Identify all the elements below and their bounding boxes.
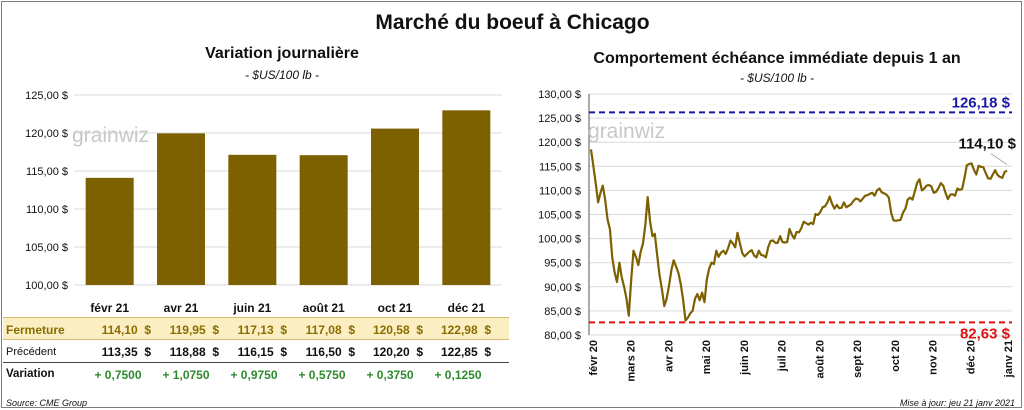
x-tick-label: mai 20 bbox=[701, 340, 713, 374]
x-tick-label: août 20 bbox=[814, 340, 826, 379]
daily-variation-title: Variation journalière bbox=[205, 45, 359, 62]
daily-variation-subtitle: - $US/100 lb - bbox=[244, 68, 320, 82]
x-tick-label: oct 20 bbox=[890, 340, 902, 372]
y-tick-label: 110,00 $ bbox=[26, 204, 68, 216]
y-tick-label: 100,00 $ bbox=[25, 280, 68, 292]
table-cell: + 0,1250 bbox=[434, 368, 482, 382]
table-cell: + 1,0750 bbox=[162, 368, 210, 382]
x-tick-label: sept 20 bbox=[852, 340, 864, 378]
x-tick-label: août 21 bbox=[303, 301, 345, 315]
line-chart: 80,00 $ 85,00 $ 90,00 $ 95,00 $ 100,00 $ 105,… bbox=[538, 89, 1016, 382]
bar bbox=[85, 177, 134, 285]
front-month-subtitle: - $US/100 lb - bbox=[739, 71, 815, 85]
table-cell: 122,85 $ bbox=[440, 345, 491, 359]
page-title: Marché du boeuf à Chicago bbox=[375, 11, 650, 34]
x-tick-label: juin 21 bbox=[232, 301, 271, 315]
table-row-variation: Variation + 0,7500 + 1,0750 + 0,9750 + 0,575… bbox=[3, 363, 509, 386]
watermark-text: grainwiz bbox=[72, 124, 149, 147]
grainwiz-watermark: grainwiz bbox=[72, 124, 149, 147]
table-cell: 118,88 $ bbox=[169, 345, 219, 359]
front-month-title: Comportement échéance immédiate depuis 1… bbox=[593, 50, 961, 67]
last-price-label: 114,10 $ bbox=[958, 136, 1016, 153]
table-cell: 114,10 $ bbox=[101, 323, 151, 337]
x-tick-label: nov 20 bbox=[928, 340, 940, 375]
bar bbox=[442, 110, 491, 286]
table-cell: + 0,5750 bbox=[298, 368, 346, 382]
y-tick-label: 120,00 $ bbox=[538, 137, 581, 149]
y-tick-label: 125,00 $ bbox=[538, 113, 581, 125]
x-tick-label: oct 21 bbox=[378, 301, 413, 315]
table-cell: 117,08 $ bbox=[305, 323, 355, 337]
table-cell: + 0,7500 bbox=[94, 368, 142, 382]
row-label: Fermeture bbox=[6, 323, 65, 337]
x-tick-label: janv 21 bbox=[1003, 340, 1015, 378]
bar bbox=[371, 128, 419, 285]
x-tick-label: déc 21 bbox=[448, 301, 486, 315]
bar bbox=[228, 154, 277, 285]
price-table: Fermeture 114,10 $ 119,95 $ 117,13 $ 117,08 … bbox=[3, 317, 509, 386]
y-tick-label: 105,00 $ bbox=[538, 210, 581, 222]
y-tick-label: 110,00 $ bbox=[539, 185, 581, 197]
last-price-leader bbox=[990, 153, 1008, 166]
low-label: 82,63 $ bbox=[960, 325, 1011, 342]
x-tick-label: déc 20 bbox=[965, 340, 977, 374]
x-tick-label: juin 20 bbox=[739, 340, 751, 376]
table-cell: 116,15 $ bbox=[237, 345, 287, 359]
table-row-fermeture: Fermeture 114,10 $ 119,95 $ 117,13 $ 117,08 … bbox=[3, 317, 509, 340]
y-tick-label: 125,00 $ bbox=[25, 90, 68, 102]
table-cell: + 0,9750 bbox=[230, 368, 278, 382]
high-label: 126,18 $ bbox=[952, 94, 1011, 111]
bar bbox=[299, 155, 348, 285]
table-cell: 119,95 $ bbox=[169, 323, 219, 337]
y-tick-label: 85,00 $ bbox=[544, 306, 581, 318]
row-label: Variation bbox=[6, 368, 55, 380]
y-tick-label: 130,00 $ bbox=[538, 89, 581, 101]
y-tick-label: 95,00 $ bbox=[544, 258, 581, 270]
x-tick-label: avr 21 bbox=[164, 301, 199, 315]
bar-chart: 100,00 $ 105,00 $ 110,00 $ 115,00 $ 120,00 $… bbox=[25, 90, 502, 315]
source-note: Source: CME Group bbox=[6, 398, 88, 408]
table-cell: + 0,3750 bbox=[366, 368, 414, 382]
table-cell: 116,50 $ bbox=[305, 345, 355, 359]
grainwiz-watermark: grainwiz bbox=[588, 120, 665, 143]
updated-note: Mise à jour: jeu 21 janv 2021 bbox=[899, 398, 1015, 408]
x-tick-label: févr 21 bbox=[90, 301, 129, 315]
table-cell: 120,58 $ bbox=[372, 323, 423, 337]
table-cell: 113,35 $ bbox=[101, 345, 151, 359]
x-tick-label: mars 20 bbox=[626, 340, 638, 382]
x-tick-label: févr 20 bbox=[588, 340, 600, 375]
y-tick-label: 90,00 $ bbox=[544, 282, 581, 294]
price-line bbox=[589, 149, 1008, 322]
bar bbox=[157, 133, 205, 285]
y-tick-label: 80,00 $ bbox=[544, 330, 581, 342]
table-row-precedent: Précédent 113,35 $ 118,88 $ 116,15 $ 116,50 … bbox=[3, 340, 509, 363]
table-cell: 122,98 $ bbox=[440, 323, 491, 337]
y-tick-label: 105,00 $ bbox=[25, 242, 68, 254]
y-tick-label: 115,00 $ bbox=[26, 166, 68, 178]
y-tick-label: 120,00 $ bbox=[25, 128, 68, 140]
watermark-text: grainwiz bbox=[588, 120, 665, 143]
table-cell: 117,13 $ bbox=[237, 323, 287, 337]
x-tick-label: juil 20 bbox=[777, 340, 789, 372]
row-label: Précédent bbox=[6, 346, 57, 358]
y-tick-label: 115,00 $ bbox=[539, 161, 581, 173]
y-tick-label: 100,00 $ bbox=[538, 234, 581, 246]
x-tick-label: avr 20 bbox=[663, 340, 675, 372]
table-cell: 120,20 $ bbox=[372, 345, 423, 359]
